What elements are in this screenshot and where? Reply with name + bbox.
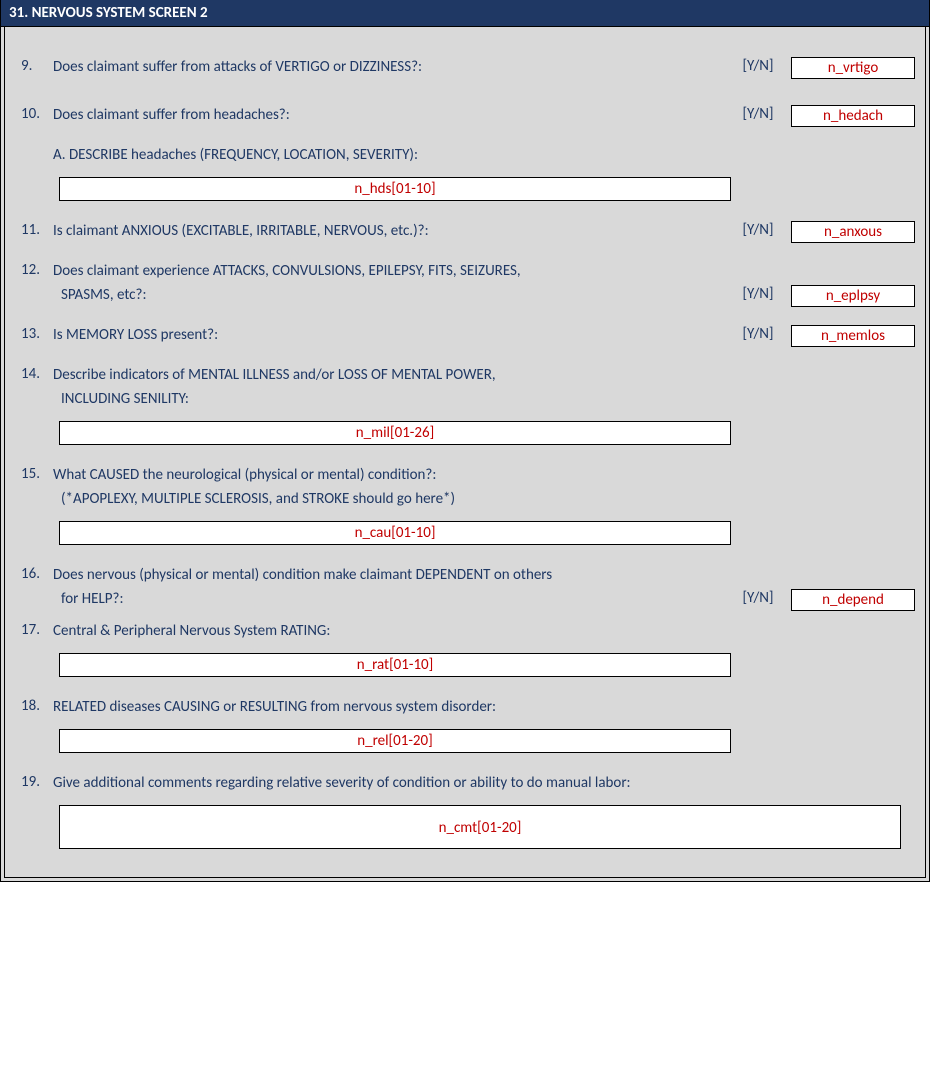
q14-text1: Describe indicators of MENTAL ILLNESS an… [53,365,915,385]
q10a-box[interactable]: n_hds[01-10] [59,177,731,201]
q15-text2: (*APOPLEXY, MULTIPLE SCLEROSIS, and STRO… [53,489,915,509]
q11-text: Is claimant ANXIOUS (EXCITABLE, IRRITABL… [53,221,733,241]
q18-number: 18. [15,697,53,715]
q14-box[interactable]: n_mil[01-26] [59,421,731,445]
q16-text1: Does nervous (physical or mental) condit… [53,565,733,585]
q17-box[interactable]: n_rat[01-10] [59,653,731,677]
question-12: 12. Does claimant experience ATTACKS, CO… [15,261,915,283]
q16-number: 16. [15,565,53,583]
q19-text: Give additional comments regarding relat… [53,773,915,793]
q10a-text: A. DESCRIBE headaches (FREQUENCY, LOCATI… [53,145,915,165]
q10-field[interactable]: n_hedach [791,105,915,127]
q15-number: 15. [15,465,53,483]
section-header: 31. NERVOUS SYSTEM SCREEN 2 [1,0,929,27]
yn-label: [Y/N] [733,589,783,607]
question-11: 11. Is claimant ANXIOUS (EXCITABLE, IRRI… [15,221,915,243]
yn-label: [Y/N] [733,325,783,343]
yn-label: [Y/N] [733,221,783,239]
q14-box-row: n_mil[01-26] [15,421,915,445]
question-14-cont: INCLUDING SENILITY: [15,389,915,411]
q19-number: 19. [15,773,53,791]
question-13: 13. Is MEMORY LOSS present?: [Y/N] n_mem… [15,325,915,347]
question-9: 9. Does claimant suffer from attacks of … [15,57,915,79]
q13-number: 13. [15,325,53,343]
q10-number: 10. [15,105,53,123]
question-10: 10. Does claimant suffer from headaches?… [15,105,915,127]
question-17: 17. Central & Peripheral Nervous System … [15,621,915,643]
question-15: 15. What CAUSED the neurological (physic… [15,465,915,487]
question-16-cont: for HELP?: [Y/N] n_depend [15,589,915,611]
q12-field[interactable]: n_eplpsy [791,285,915,307]
q11-field[interactable]: n_anxous [791,221,915,243]
q15-text1: What CAUSED the neurological (physical o… [53,465,915,485]
question-12-cont: SPASMS, etc?: [Y/N] n_eplpsy [15,285,915,307]
question-14: 14. Describe indicators of MENTAL ILLNES… [15,365,915,387]
yn-label: [Y/N] [733,105,783,123]
q18-text: RELATED diseases CAUSING or RESULTING fr… [53,697,915,717]
q13-text: Is MEMORY LOSS present?: [53,325,733,345]
q13-field[interactable]: n_memlos [791,325,915,347]
q19-box-row: n_cmt[01-20] [15,805,915,849]
q9-number: 9. [15,57,53,75]
question-18: 18. RELATED diseases CAUSING or RESULTIN… [15,697,915,719]
yn-label: [Y/N] [733,57,783,75]
q19-box[interactable]: n_cmt[01-20] [59,805,901,849]
question-16: 16. Does nervous (physical or mental) co… [15,565,915,587]
q18-box[interactable]: n_rel[01-20] [59,729,731,753]
question-10a: A. DESCRIBE headaches (FREQUENCY, LOCATI… [15,145,915,167]
q9-field[interactable]: n_vrtigo [791,57,915,79]
yn-label: [Y/N] [733,285,783,303]
form-body: 9. Does claimant suffer from attacks of … [4,27,926,878]
q17-number: 17. [15,621,53,639]
q10-text: Does claimant suffer from headaches?: [53,105,733,125]
q12-text2: SPASMS, etc?: [53,285,733,305]
q16-text2: for HELP?: [53,589,733,609]
question-15-cont: (*APOPLEXY, MULTIPLE SCLEROSIS, and STRO… [15,489,915,511]
question-19: 19. Give additional comments regarding r… [15,773,915,795]
q18-box-row: n_rel[01-20] [15,729,915,753]
q14-text2: INCLUDING SENILITY: [53,389,915,409]
q15-box[interactable]: n_cau[01-10] [59,521,731,545]
q17-text: Central & Peripheral Nervous System RATI… [53,621,915,641]
q10a-box-row: n_hds[01-10] [15,177,915,201]
q11-number: 11. [15,221,53,239]
q16-field[interactable]: n_depend [791,589,915,611]
form-container: 31. NERVOUS SYSTEM SCREEN 2 9. Does clai… [0,0,930,882]
q14-number: 14. [15,365,53,383]
q12-number: 12. [15,261,53,279]
q12-text1: Does claimant experience ATTACKS, CONVUL… [53,261,733,281]
q15-box-row: n_cau[01-10] [15,521,915,545]
q17-box-row: n_rat[01-10] [15,653,915,677]
q9-text: Does claimant suffer from attacks of VER… [53,57,733,77]
